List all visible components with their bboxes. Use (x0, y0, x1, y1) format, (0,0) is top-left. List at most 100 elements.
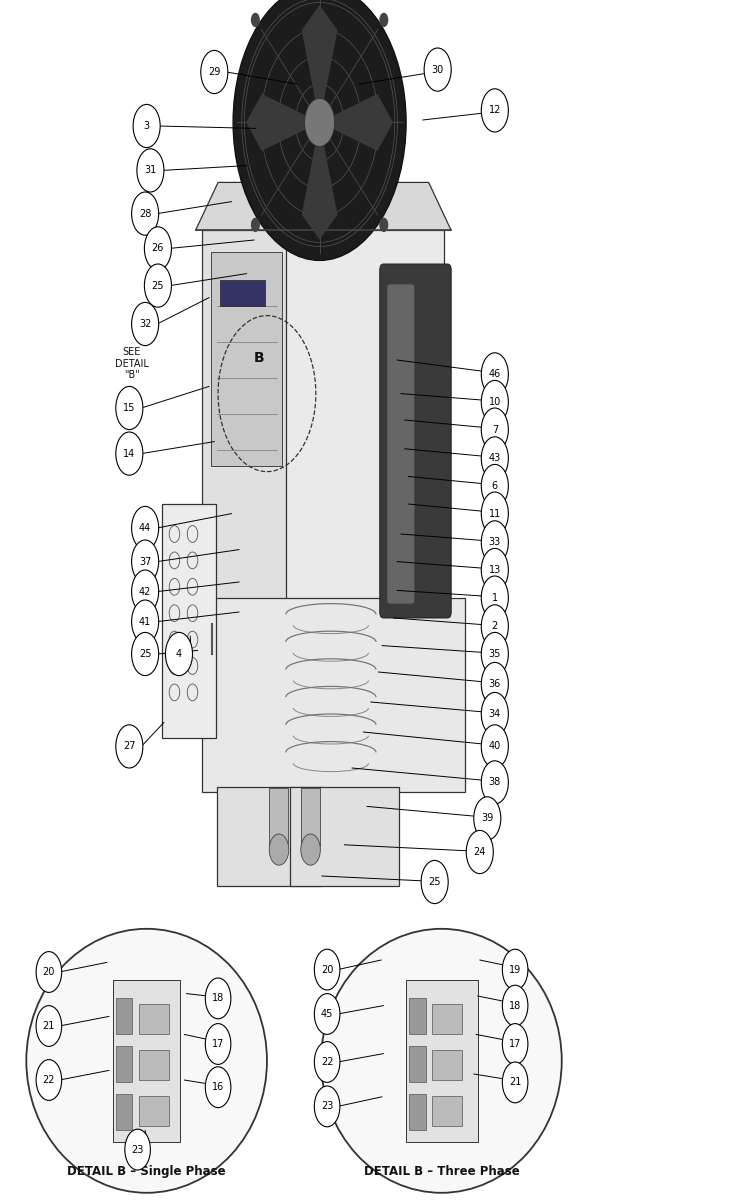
Circle shape (421, 860, 448, 904)
Circle shape (424, 48, 451, 91)
Circle shape (251, 217, 260, 232)
FancyBboxPatch shape (139, 1050, 169, 1080)
Text: 37: 37 (139, 557, 151, 566)
Circle shape (481, 692, 508, 736)
Text: 27: 27 (123, 742, 135, 751)
Text: 44: 44 (139, 523, 151, 533)
Circle shape (481, 662, 508, 706)
Text: 39: 39 (481, 814, 493, 823)
Polygon shape (302, 122, 338, 240)
FancyBboxPatch shape (409, 1046, 426, 1082)
Text: 19: 19 (509, 965, 521, 974)
Text: 28: 28 (139, 209, 151, 218)
Text: 32: 32 (139, 319, 151, 329)
FancyBboxPatch shape (162, 504, 216, 738)
Text: 18: 18 (509, 1001, 521, 1010)
Text: 38: 38 (489, 778, 501, 787)
Polygon shape (246, 94, 320, 151)
Text: 11: 11 (489, 509, 501, 518)
Circle shape (481, 380, 508, 424)
FancyBboxPatch shape (387, 284, 414, 604)
Circle shape (305, 98, 335, 146)
Circle shape (36, 1060, 62, 1100)
Circle shape (116, 432, 143, 475)
Text: 7: 7 (492, 425, 498, 434)
Circle shape (132, 600, 159, 643)
Circle shape (269, 834, 289, 865)
Text: 18: 18 (212, 994, 224, 1003)
Circle shape (205, 1067, 231, 1108)
Text: 20: 20 (43, 967, 55, 977)
Text: 15: 15 (123, 403, 135, 413)
FancyBboxPatch shape (432, 1050, 462, 1080)
Circle shape (116, 386, 143, 430)
Text: 25: 25 (139, 649, 151, 659)
Text: 33: 33 (489, 538, 501, 547)
Ellipse shape (321, 929, 562, 1193)
Circle shape (379, 217, 388, 232)
Text: 30: 30 (432, 65, 444, 74)
FancyBboxPatch shape (269, 788, 288, 846)
Text: 42: 42 (139, 587, 151, 596)
Circle shape (314, 949, 340, 990)
Circle shape (481, 725, 508, 768)
FancyBboxPatch shape (113, 980, 180, 1142)
Circle shape (233, 0, 406, 260)
Text: 26: 26 (152, 244, 164, 253)
Text: 46: 46 (489, 370, 501, 379)
Circle shape (314, 1042, 340, 1082)
Circle shape (36, 952, 62, 992)
Ellipse shape (26, 929, 267, 1193)
Text: 4: 4 (176, 649, 182, 659)
Circle shape (314, 1086, 340, 1127)
Text: 17: 17 (509, 1039, 521, 1049)
FancyBboxPatch shape (286, 230, 444, 600)
Text: 22: 22 (43, 1075, 55, 1085)
Circle shape (481, 761, 508, 804)
Circle shape (502, 985, 528, 1026)
Circle shape (481, 89, 508, 132)
Circle shape (133, 104, 160, 148)
Circle shape (481, 605, 508, 648)
Circle shape (502, 1024, 528, 1064)
Circle shape (201, 50, 228, 94)
Circle shape (481, 492, 508, 535)
Circle shape (144, 227, 171, 270)
FancyBboxPatch shape (432, 1096, 462, 1126)
Text: 41: 41 (139, 617, 151, 626)
Circle shape (502, 1062, 528, 1103)
Circle shape (36, 1006, 62, 1046)
Circle shape (301, 834, 320, 865)
Text: 25: 25 (429, 877, 441, 887)
Text: 23: 23 (132, 1145, 144, 1154)
Circle shape (481, 521, 508, 564)
Circle shape (481, 353, 508, 396)
Text: 12: 12 (489, 106, 501, 115)
Text: 45: 45 (321, 1009, 333, 1019)
Circle shape (132, 192, 159, 235)
Circle shape (481, 464, 508, 508)
Text: DETAIL B – Three Phase: DETAIL B – Three Phase (363, 1165, 520, 1177)
FancyBboxPatch shape (202, 230, 292, 600)
FancyBboxPatch shape (432, 1004, 462, 1034)
Circle shape (481, 632, 508, 676)
Circle shape (125, 1129, 150, 1170)
Text: 2: 2 (492, 622, 498, 631)
FancyBboxPatch shape (116, 1094, 132, 1130)
FancyBboxPatch shape (116, 998, 132, 1034)
Text: 22: 22 (321, 1057, 333, 1067)
FancyBboxPatch shape (116, 1046, 132, 1082)
Text: 23: 23 (321, 1102, 333, 1111)
FancyBboxPatch shape (380, 264, 451, 618)
FancyBboxPatch shape (220, 280, 265, 306)
Circle shape (165, 632, 193, 676)
FancyBboxPatch shape (217, 787, 322, 886)
FancyBboxPatch shape (290, 787, 399, 886)
Text: 25: 25 (152, 281, 164, 290)
Text: 29: 29 (208, 67, 220, 77)
Circle shape (144, 264, 171, 307)
Circle shape (502, 949, 528, 990)
Circle shape (481, 548, 508, 592)
Text: 43: 43 (489, 454, 501, 463)
Text: 13: 13 (489, 565, 501, 575)
